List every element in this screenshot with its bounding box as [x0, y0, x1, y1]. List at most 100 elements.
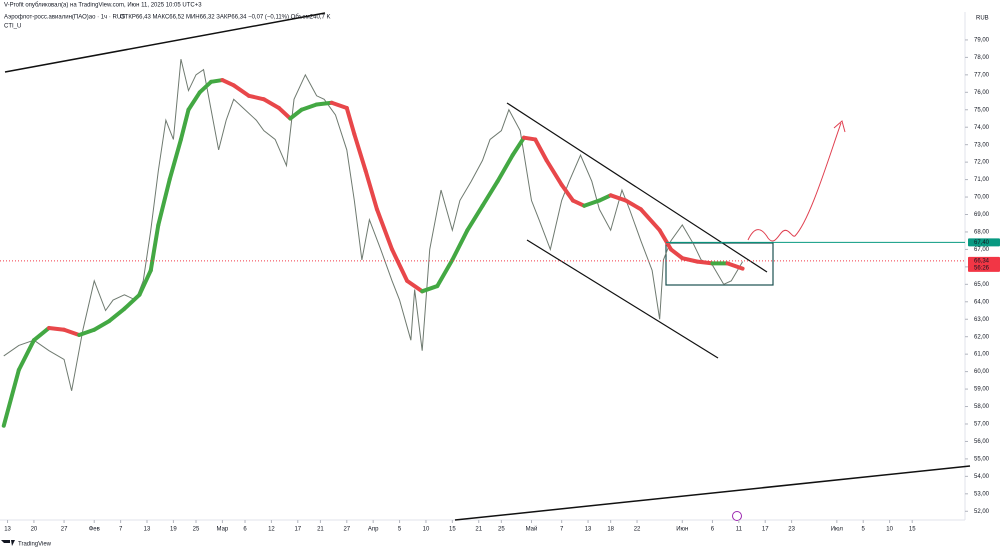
cti-segment [231, 83, 251, 98]
y-tick-label: 56,00 [974, 439, 990, 445]
cti-segment [220, 78, 236, 88]
indicator-name: CTI_U [4, 24, 21, 30]
cti-segment [533, 137, 549, 163]
y-tick-label: 55,00 [974, 456, 990, 462]
x-tick-label: 25 [193, 527, 200, 533]
cti-segment [178, 107, 191, 142]
x-tick-label: 12 [268, 527, 275, 533]
publisher: V-Profit опубликовал(а) на TradingView.c… [4, 3, 202, 9]
y-tick-label: 65,00 [974, 282, 990, 288]
x-tick-label: 11 [736, 527, 743, 533]
x-tick-label: 21 [317, 527, 324, 533]
x-tick-label: 17 [762, 527, 769, 533]
y-tick-label: 73,00 [974, 142, 990, 148]
x-tick-label: 13 [4, 527, 11, 533]
x-tick-label: 6 [711, 527, 715, 533]
cti-segment [1, 367, 21, 428]
x-tick-label: 7 [119, 527, 123, 533]
x-tick-label: 20 [31, 527, 38, 533]
cti-segment [299, 102, 319, 112]
x-tick-label: 15 [449, 527, 456, 533]
x-tick-label: 19 [170, 527, 177, 533]
cti-segment [314, 100, 334, 107]
y-tick-label: 75,00 [974, 107, 990, 113]
y-tick-label: 64,00 [974, 299, 990, 305]
cti-segment [374, 207, 395, 252]
cti-segment [390, 247, 410, 283]
cti-segment [420, 284, 440, 294]
cti-segment [107, 306, 127, 323]
cti-segment [559, 182, 575, 203]
x-tick-label: 27 [61, 527, 68, 533]
y-tick-label: 54,00 [974, 474, 990, 480]
cti-segment [725, 261, 745, 271]
symbol: Аэрофлот-росс.авиалин(ПАО)ао · 1ч · RUS [4, 15, 125, 21]
x-tick-label: 7 [560, 527, 564, 533]
y-tick-label: 71,00 [974, 177, 990, 183]
cti-segment [570, 198, 587, 208]
y-tick-label: 61,00 [974, 352, 990, 358]
event-icon[interactable] [732, 511, 742, 521]
cti-segment [148, 222, 161, 273]
currency: RUB [976, 16, 989, 22]
cti-segment [62, 327, 82, 337]
price-line [3, 59, 744, 391]
x-tick-label: 10 [423, 527, 430, 533]
x-tick-label: 21 [475, 527, 482, 533]
y-tick-label: 57,00 [974, 422, 990, 428]
cti-segment [435, 257, 455, 289]
cti-segment [668, 247, 685, 261]
cti-segment [657, 228, 673, 252]
y-tick-label: 53,00 [974, 491, 990, 497]
price-label-box [968, 238, 1000, 247]
cti-segment [197, 79, 214, 95]
price-label: 67,40 [974, 240, 990, 246]
x-tick-label: Фев [89, 527, 100, 533]
y-tick-label: 70,00 [974, 195, 990, 201]
x-tick-label: Июл [831, 527, 844, 533]
channel-line [506, 102, 768, 273]
x-tick-label: 23 [788, 527, 795, 533]
cti-segment [638, 207, 662, 233]
x-tick-label: 25 [498, 527, 505, 533]
x-tick-label: 13 [144, 527, 151, 533]
cti-segment [16, 338, 36, 372]
trend-line [4, 12, 326, 73]
cti-segment [352, 132, 368, 173]
x-tick-label: 10 [886, 527, 893, 533]
y-tick-label: 76,00 [974, 90, 990, 96]
x-tick-label: 18 [607, 527, 614, 533]
y-tick-label: 59,00 [974, 387, 990, 393]
cti-segment [597, 193, 613, 203]
cti-segment [495, 153, 515, 184]
cti-segment [156, 177, 172, 227]
cti-segment [363, 168, 379, 212]
y-tick-label: 68,00 [974, 230, 990, 236]
cti-segment [246, 93, 266, 102]
y-tick-label: 67,00 [974, 247, 990, 253]
ohlc: ОТКР66,43 МАКС66,52 МИН66,32 ЗАКР66,34 −… [120, 15, 330, 21]
y-tick-label: 60,00 [974, 369, 990, 375]
x-tick-label: Июн [676, 527, 688, 533]
cti-segment [47, 325, 67, 332]
cti-segment [450, 228, 470, 262]
x-tick-label: Май [526, 526, 538, 533]
cti-segment [544, 158, 564, 187]
forecast-arrow [747, 120, 846, 242]
y-tick-label: 62,00 [974, 334, 990, 340]
cti-segment [276, 106, 293, 121]
cti-segment [344, 106, 357, 137]
logo-mark [1, 540, 15, 546]
cti-segment [582, 198, 602, 208]
countdown-label: 56:26 [974, 266, 990, 272]
y-tick-label: 74,00 [974, 125, 990, 131]
cti-segment [510, 135, 526, 158]
cti-segment [623, 198, 643, 212]
cti-segment [695, 259, 715, 266]
cti-segment [680, 256, 700, 264]
y-tick-label: 58,00 [974, 404, 990, 410]
x-tick-label: 27 [343, 527, 350, 533]
cti-segment [608, 193, 628, 203]
x-tick-label: 15 [909, 527, 916, 533]
cti-segment [465, 203, 485, 233]
